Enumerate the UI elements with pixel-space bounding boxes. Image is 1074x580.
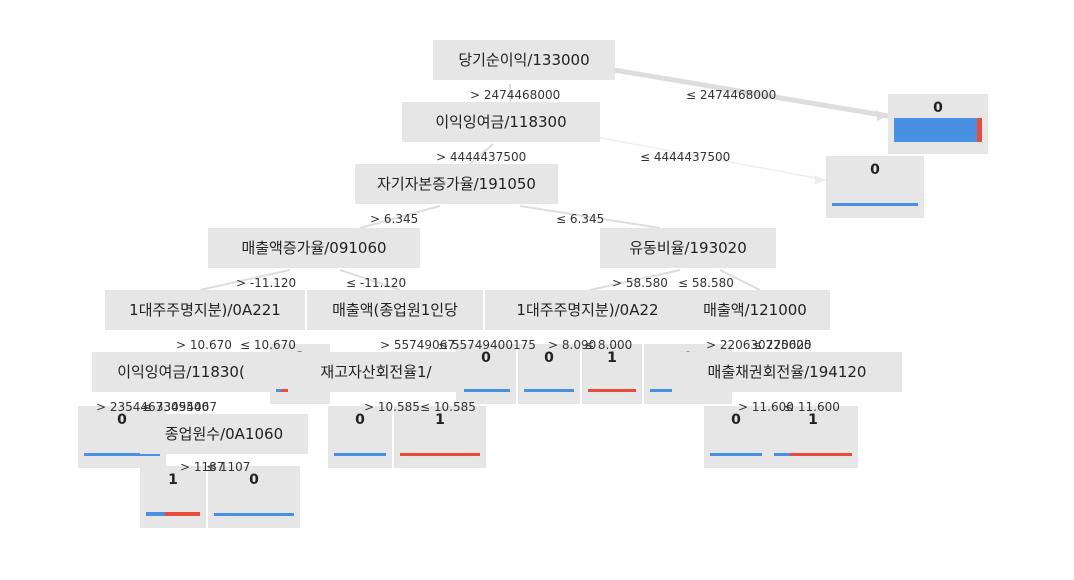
edge-n4-n7 xyxy=(339,269,401,291)
split-node-n8[interactable]: 1대주주명지분)/0A22 xyxy=(485,290,690,330)
split-node-n6[interactable]: 1대주주명지분)/0A221 xyxy=(105,290,305,330)
leaf-l2[interactable]: 0 xyxy=(826,156,924,218)
leaf-label: 0 xyxy=(481,350,491,366)
leaf-l9[interactable]: 0 xyxy=(704,406,768,468)
class-0-bar xyxy=(832,203,918,206)
class-1-bar xyxy=(790,453,852,456)
leaf-label: 0 xyxy=(933,100,943,116)
edge-label-e22: ≤ 10.585 xyxy=(420,400,476,414)
edge-n4-n6 xyxy=(199,269,291,291)
edge-label-e20: ≤ 33454467 xyxy=(142,400,217,414)
class-0-bar xyxy=(146,512,165,516)
edge-label-e26: ≤ 1107 xyxy=(206,460,251,474)
class-0-bar xyxy=(894,118,977,142)
class-0-bar xyxy=(334,453,386,456)
edge-label-e4: ≤ 4444437500 xyxy=(640,150,731,164)
leaf-label: 0 xyxy=(544,350,554,366)
class-0-bar xyxy=(276,389,281,392)
split-node-n4[interactable]: 매출액증가율/091060 xyxy=(208,228,420,268)
split-node-n9[interactable]: 매출액/121000 xyxy=(680,290,830,330)
edge-label-e25: > 1187 xyxy=(180,460,225,474)
edge-arrow-l2 xyxy=(814,175,826,185)
class-0-bar xyxy=(462,389,510,392)
class-1-bar xyxy=(977,118,982,142)
class-0-bar xyxy=(84,453,160,456)
edge-label-e18: ≤ 220625 xyxy=(752,338,812,352)
split-node-n10[interactable]: 이익잉여금/11830( xyxy=(92,352,270,392)
class-0-bar xyxy=(774,453,790,456)
class-1-bar xyxy=(588,389,636,392)
leaf-label: 0 xyxy=(870,162,880,178)
leaf-l1[interactable]: 0 xyxy=(888,94,988,154)
leaf-label: 1 xyxy=(607,350,617,366)
leaf-l4[interactable]: 0 xyxy=(518,344,580,404)
class-0-bar xyxy=(650,389,692,392)
edge-label-e17: > 220630775000 xyxy=(706,338,812,352)
leaf-l3[interactable]: 0 xyxy=(456,344,516,404)
edge-label-e12: ≤ 10.670 xyxy=(240,338,296,352)
edge-label-e15: > 8.090 xyxy=(548,338,597,352)
edge-n2-l2 xyxy=(579,133,827,181)
leaf-label: 1 xyxy=(435,412,445,428)
leaf-label: 0 xyxy=(731,412,741,428)
split-node-n3[interactable]: 자기자본증가율/191050 xyxy=(355,164,558,204)
edge-label-e23: > 11.600 xyxy=(738,400,794,414)
edge-label-e8: ≤ -11.120 xyxy=(346,276,407,290)
leaf-label: 0 xyxy=(249,472,259,488)
edge-n5-n9 xyxy=(719,269,761,291)
leaf-l12[interactable]: 1 xyxy=(768,406,858,468)
split-node-n1[interactable]: 당기순이익/133000 xyxy=(433,40,615,80)
leaf-label: 0 xyxy=(117,412,127,428)
split-node-n13[interactable]: 종업원수/0A1060 xyxy=(140,414,308,454)
split-node-n11[interactable]: 재고자산회전율1/ xyxy=(288,352,464,392)
leaf-label: 0 xyxy=(355,412,365,428)
edge-label-e13: > 55749067 xyxy=(380,338,455,352)
edge-label-e24: ≤ 11.600 xyxy=(784,400,840,414)
edge-label-e2: ≤ 2474468000 xyxy=(686,88,777,102)
edge-label-e3: > 4444437500 xyxy=(436,150,527,164)
class-0-bar xyxy=(524,389,574,392)
leaf-label: 1 xyxy=(808,412,818,428)
leaf-label: 1 xyxy=(168,472,178,488)
edge-label-e9: > 58.580 xyxy=(612,276,668,290)
edge-label-e1: > 2474468000 xyxy=(470,88,561,102)
class-1-bar xyxy=(165,512,200,516)
split-node-n5[interactable]: 유동비율/193020 xyxy=(600,228,776,268)
split-node-n12[interactable]: 매출채권회전율/194120 xyxy=(672,352,902,392)
class-0-bar xyxy=(214,513,294,516)
edge-n2-n3 xyxy=(469,143,494,165)
leaf-l11[interactable]: 0 xyxy=(208,466,300,528)
leaf-l13[interactable]: 1 xyxy=(140,466,206,528)
edge-label-e21: > 10.585 xyxy=(364,400,420,414)
edge-label-e14: ≤ 55749400175 xyxy=(438,338,536,352)
edge-label-e7: > -11.120 xyxy=(236,276,297,290)
edge-label-e10: ≤ 58.580 xyxy=(678,276,734,290)
edge-n3-n5 xyxy=(519,205,661,229)
edge-label-e6: ≤ 6.345 xyxy=(556,212,605,226)
leaf-l10[interactable]: 1 xyxy=(394,406,486,468)
class-1-bar xyxy=(400,453,480,456)
edge-label-e11: > 10.670 xyxy=(176,338,232,352)
class-0-bar xyxy=(710,453,762,456)
edge-arrow-l1 xyxy=(876,110,888,121)
edge-label-e16: ≤ 8.000 xyxy=(584,338,633,352)
split-node-n2[interactable]: 이익잉여금/118300 xyxy=(402,102,600,142)
edge-label-e5: > 6.345 xyxy=(370,212,419,226)
edge-n3-n4 xyxy=(359,205,441,229)
edge-n5-n8 xyxy=(589,269,681,291)
split-node-n7[interactable]: 매출액(종업원1인당 xyxy=(307,290,483,330)
edge-label-e19: > 2354467309500 xyxy=(96,400,210,414)
edge-n1-l1 xyxy=(613,67,889,119)
leaf-l8[interactable]: 0 xyxy=(328,406,392,468)
leaf-l6[interactable]: 1 xyxy=(582,344,642,404)
